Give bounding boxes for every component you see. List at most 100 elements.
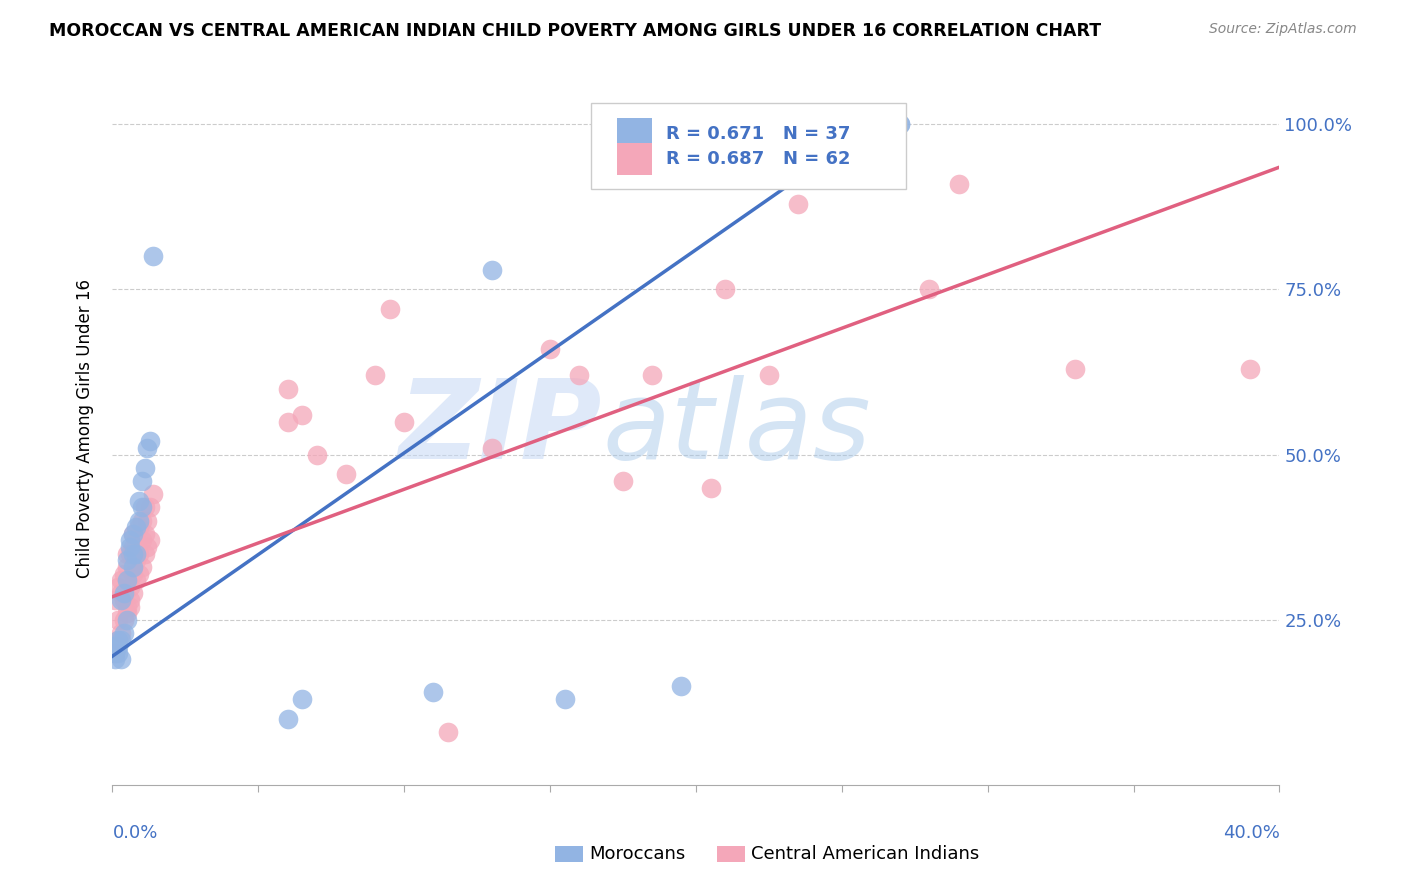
Point bbox=[136, 540, 159, 554]
Point bbox=[276, 712, 298, 726]
Y-axis label: Child Poverty Among Girls Under 16: Child Poverty Among Girls Under 16 bbox=[76, 278, 94, 578]
Point bbox=[538, 342, 561, 356]
Point bbox=[104, 646, 127, 660]
Point bbox=[112, 613, 135, 627]
Point bbox=[118, 540, 141, 554]
Point bbox=[112, 593, 135, 607]
Point bbox=[115, 606, 138, 620]
Point bbox=[364, 368, 387, 383]
Text: 40.0%: 40.0% bbox=[1223, 824, 1279, 842]
Point bbox=[107, 632, 129, 647]
Point bbox=[118, 533, 141, 548]
Point bbox=[131, 533, 153, 548]
Point bbox=[142, 487, 165, 501]
Point bbox=[125, 573, 148, 587]
Point bbox=[291, 408, 314, 422]
Point bbox=[131, 474, 153, 488]
Point bbox=[139, 500, 162, 515]
Point bbox=[378, 302, 401, 317]
Point bbox=[115, 547, 138, 561]
Point bbox=[948, 177, 970, 191]
Point bbox=[568, 368, 591, 383]
Point bbox=[110, 626, 132, 640]
Point bbox=[612, 474, 634, 488]
Point bbox=[128, 547, 150, 561]
Point bbox=[394, 415, 416, 429]
Point bbox=[128, 566, 150, 581]
Point bbox=[131, 500, 153, 515]
Point bbox=[104, 593, 127, 607]
Point bbox=[107, 646, 129, 660]
Point bbox=[131, 560, 153, 574]
Point bbox=[276, 415, 298, 429]
Point bbox=[136, 514, 159, 528]
Point bbox=[128, 493, 150, 508]
Text: Moroccans: Moroccans bbox=[589, 845, 685, 863]
Point bbox=[110, 593, 132, 607]
Point bbox=[125, 520, 148, 534]
Point bbox=[115, 553, 138, 567]
FancyBboxPatch shape bbox=[617, 143, 651, 175]
Point bbox=[122, 540, 145, 554]
Point bbox=[118, 580, 141, 594]
Point bbox=[142, 249, 165, 263]
Point bbox=[110, 586, 132, 600]
Point bbox=[128, 514, 150, 528]
Point bbox=[110, 632, 132, 647]
Point bbox=[104, 639, 127, 653]
Point bbox=[139, 434, 162, 449]
Point bbox=[889, 117, 911, 131]
Point bbox=[641, 368, 664, 383]
Point bbox=[787, 196, 810, 211]
Point bbox=[134, 527, 156, 541]
Point bbox=[1239, 361, 1261, 376]
Point bbox=[110, 652, 132, 666]
Point bbox=[758, 368, 780, 383]
Point bbox=[305, 448, 328, 462]
Text: 0.0%: 0.0% bbox=[112, 824, 157, 842]
Text: atlas: atlas bbox=[603, 375, 872, 482]
Point bbox=[554, 692, 576, 706]
Point bbox=[115, 573, 138, 587]
Point bbox=[291, 692, 314, 706]
Point bbox=[115, 560, 138, 574]
Point bbox=[107, 639, 129, 653]
Point bbox=[276, 382, 298, 396]
Point bbox=[131, 514, 153, 528]
FancyBboxPatch shape bbox=[591, 103, 905, 189]
Point bbox=[1064, 361, 1087, 376]
Point bbox=[118, 599, 141, 614]
Text: MOROCCAN VS CENTRAL AMERICAN INDIAN CHILD POVERTY AMONG GIRLS UNDER 16 CORRELATI: MOROCCAN VS CENTRAL AMERICAN INDIAN CHIL… bbox=[49, 22, 1101, 40]
Point bbox=[107, 632, 129, 647]
Point bbox=[122, 566, 145, 581]
Point bbox=[115, 599, 138, 614]
Point bbox=[125, 553, 148, 567]
Text: ZIP: ZIP bbox=[399, 375, 603, 482]
Point bbox=[918, 282, 941, 296]
Point bbox=[112, 566, 135, 581]
Point bbox=[122, 547, 145, 561]
Point bbox=[134, 500, 156, 515]
Point bbox=[122, 586, 145, 600]
Text: Central American Indians: Central American Indians bbox=[751, 845, 979, 863]
Point bbox=[437, 725, 460, 739]
Point bbox=[422, 685, 444, 699]
Point bbox=[139, 533, 162, 548]
Point bbox=[889, 117, 911, 131]
Point bbox=[335, 467, 357, 482]
Point bbox=[699, 481, 721, 495]
Point bbox=[122, 527, 145, 541]
Point bbox=[122, 560, 145, 574]
Point bbox=[714, 282, 737, 296]
Text: R = 0.687   N = 62: R = 0.687 N = 62 bbox=[665, 150, 851, 168]
Point bbox=[671, 679, 693, 693]
Point bbox=[134, 460, 156, 475]
Point bbox=[112, 586, 135, 600]
Point bbox=[112, 626, 135, 640]
Point bbox=[107, 580, 129, 594]
Point bbox=[118, 547, 141, 561]
Point bbox=[125, 533, 148, 548]
Point bbox=[115, 613, 138, 627]
Text: R = 0.671   N = 37: R = 0.671 N = 37 bbox=[665, 125, 851, 143]
Point bbox=[110, 573, 132, 587]
